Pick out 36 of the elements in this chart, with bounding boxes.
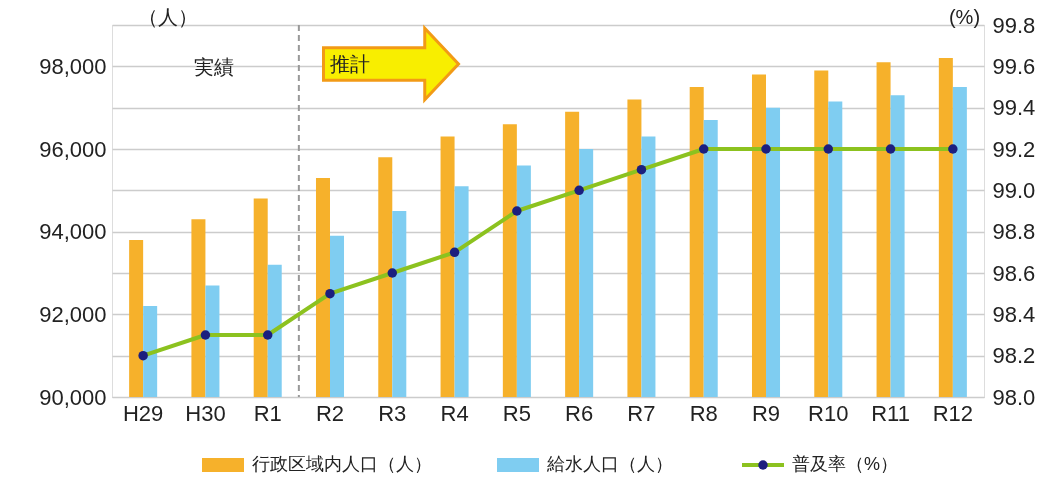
y2-tick-label: 99.2 xyxy=(992,136,1036,162)
y-axis-title: （人） xyxy=(137,5,198,28)
y-tick-label: 92,000 xyxy=(39,301,107,327)
y-tick-label: 90,000 xyxy=(39,384,107,410)
x-tick-label: R11 xyxy=(871,400,910,426)
y2-tick-label: 98.4 xyxy=(992,301,1036,327)
y2-tick-label: 99.6 xyxy=(992,53,1036,79)
legend-label: 普及率（%） xyxy=(792,454,899,474)
x-tick-label: H30 xyxy=(185,400,226,426)
x-tick-label: R6 xyxy=(565,400,594,426)
legend-label: 行政区域内人口（人） xyxy=(252,454,432,474)
x-tick-label: R9 xyxy=(751,400,781,426)
x-tick-label: R2 xyxy=(315,400,345,426)
x-tick-label: R10 xyxy=(808,400,849,426)
legend-label: 給水人口（人） xyxy=(546,454,673,474)
y2-tick-label: 98.8 xyxy=(992,219,1036,245)
y2-tick-label: 99.0 xyxy=(992,177,1036,203)
y2-axis-title: (%) xyxy=(948,5,981,28)
annotation: 推計 xyxy=(330,53,370,75)
y2-tick-label: 98.2 xyxy=(992,343,1036,369)
x-tick-label: R7 xyxy=(627,400,656,426)
x-tick-label: R4 xyxy=(440,400,469,426)
x-tick-label: R12 xyxy=(932,400,974,426)
y-tick-label: 94,000 xyxy=(39,219,107,245)
x-tick-label: R3 xyxy=(378,400,407,426)
y2-tick-label: 99.8 xyxy=(992,12,1036,38)
annotation: 実績 xyxy=(194,56,234,78)
y2-tick-label: 98.0 xyxy=(992,384,1036,410)
y2-tick-label: 99.4 xyxy=(992,95,1036,121)
x-tick-label: H29 xyxy=(122,400,164,426)
y-tick-label: 96,000 xyxy=(39,136,107,162)
x-tick-label: R5 xyxy=(502,400,531,426)
x-tick-label: R1 xyxy=(253,400,282,426)
y-tick-label: 98,000 xyxy=(39,53,107,79)
y2-tick-label: 98.6 xyxy=(992,260,1036,286)
x-tick-label: R8 xyxy=(689,400,718,426)
